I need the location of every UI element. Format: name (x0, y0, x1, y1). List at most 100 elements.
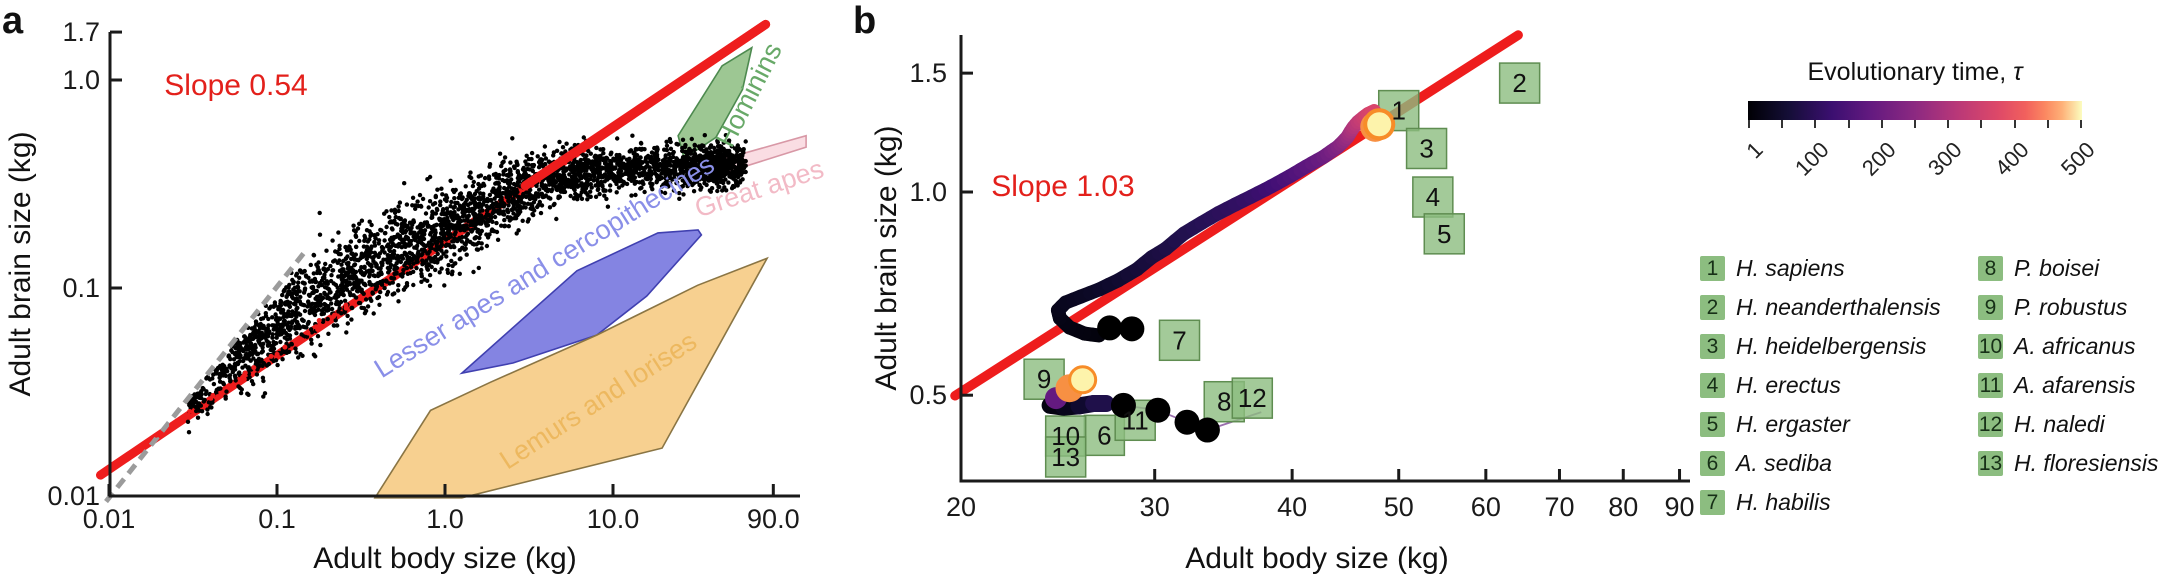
branch-end-yellow-circle (1068, 365, 1098, 395)
species-square-number-13: 13 (1051, 442, 1080, 472)
trajectory-dot (1097, 315, 1123, 341)
legend-number-box-10: 10 (1978, 334, 2003, 359)
legend-number-box-12: 12 (1978, 412, 2003, 437)
region-lesser_apes (459, 229, 703, 375)
colorbar-title-tau: τ (2013, 58, 2023, 86)
colorbar-tick (1947, 120, 1950, 128)
legend-row-2: 2 H. neanderthalensis (1700, 294, 1941, 320)
y-axis-title-b: Adult brain size (kg) (870, 125, 903, 390)
species-square-number-7: 7 (1172, 325, 1186, 355)
legend-row-1: 1 H. sapiens (1700, 255, 1941, 281)
x-tick-label-b: 90 (1665, 492, 1695, 522)
legend-row-8: 8 P. boisei (1978, 255, 2158, 281)
legend-species-name-12: H. naledi (2014, 411, 2105, 437)
legend-row-12: 12 H. naledi (1978, 411, 2158, 437)
colorbar-tick (1847, 120, 1850, 128)
legend-row-13: 13 H. floresiensis (1978, 450, 2159, 476)
branch-dot (1174, 409, 1200, 435)
colorbar-tick-label: 100 (1790, 137, 1835, 181)
colorbar-tick (1781, 120, 1784, 128)
legend-number-box-7: 7 (1700, 490, 1725, 515)
x-axis-title-a: Adult body size (kg) (313, 542, 576, 575)
y-axis-title-a: Adult brain size (kg) (4, 131, 37, 396)
species-square-number-9: 9 (1037, 364, 1051, 394)
x-tick-label-b: 30 (1140, 492, 1170, 522)
legend-species-name-8: P. boisei (2014, 255, 2100, 281)
legend-row-9: 9 P. robustus (1978, 294, 2158, 320)
species-legend-column-2: 8 P. boisei 9 P. robustus 10 A. africanus 11 A.… (1978, 255, 2159, 476)
panel-a-letter: a (2, 0, 24, 42)
colorbar-tick (1880, 120, 1883, 128)
species-square-5 (1423, 213, 1466, 255)
legend-row-6: 6 A. sediba (1700, 450, 1941, 476)
legend-species-name-6: A. sediba (1736, 450, 1832, 476)
x-tick-label-a: 90.0 (747, 504, 800, 534)
legend-species-name-13: H. floresiensis (2014, 450, 2159, 476)
species-square-12 (1231, 377, 1274, 419)
colorbar-tick (2013, 120, 2016, 128)
colorbar-tick-label: 400 (1989, 137, 2034, 181)
x-tick-label-b: 50 (1384, 492, 1414, 522)
legend-species-name-7: H. habilis (1736, 489, 1831, 515)
legend-number-box-8: 8 (1978, 256, 2003, 281)
legend-species-name-3: H. heidelbergensis (1736, 333, 1927, 359)
legend-row-5: 5 H. ergaster (1700, 411, 1941, 437)
trajectory-dot (1119, 316, 1145, 342)
legend-number-box-1: 1 (1700, 256, 1725, 281)
colorbar-tick-label: 300 (1923, 137, 1967, 181)
legend-species-name-11: A. afarensis (2014, 372, 2136, 398)
species-square-number-2: 2 (1512, 68, 1526, 98)
legend-species-name-10: A. africanus (2014, 333, 2136, 359)
species-square-number-4: 4 (1426, 182, 1440, 212)
y-tick-label-a: 0.1 (62, 273, 100, 303)
y-tick-label-a: 1.7 (62, 17, 100, 47)
panel-b-axes (959, 35, 1690, 483)
colorbar-tick-labels: 1 100 200 300 400 500 (1741, 129, 2099, 187)
colorbar-tick (1914, 120, 1916, 128)
colorbar-tick-label: 200 (1856, 137, 1901, 181)
x-tick-label-b: 20 (946, 492, 976, 522)
legend-number-box-3: 3 (1700, 334, 1725, 359)
species-square-number-5: 5 (1437, 219, 1451, 249)
panel-b-letter: b (853, 0, 877, 42)
x-tick-label-b: 80 (1608, 492, 1638, 522)
panel-a-axes (107, 30, 800, 498)
slope-annotation-a: Slope 0.54 (164, 69, 307, 102)
x-tick-label-b: 60 (1471, 492, 1501, 522)
legend-species-name-5: H. ergaster (1736, 411, 1850, 437)
colorbar-gradient (1748, 101, 2082, 120)
colorbar-title-text: Evolutionary time, (1807, 58, 2014, 86)
species-square-number-3: 3 (1419, 133, 1433, 163)
species-square-3 (1405, 127, 1448, 170)
colorbar-title: Evolutionary time, τ (1748, 58, 2082, 87)
legend-species-name-4: H. erectus (1736, 372, 1841, 398)
species-square-number-12: 12 (1238, 383, 1267, 413)
legend-number-box-5: 5 (1700, 412, 1725, 437)
species-square-7 (1158, 319, 1201, 362)
y-tick-label-a: 0.01 (47, 481, 100, 511)
legend-number-box-6: 6 (1700, 451, 1725, 476)
species-square-13 (1044, 436, 1087, 478)
x-axis-title-b: Adult body size (kg) (1185, 542, 1448, 575)
legend-row-10: 10 A. africanus (1978, 333, 2158, 359)
x-tick-label-a: 10.0 (587, 504, 640, 534)
species-squares (1023, 62, 1541, 478)
colorbar-tick (1748, 120, 1750, 128)
y-tick-label-b: 0.5 (909, 380, 947, 410)
legend-number-box-9: 9 (1978, 295, 2003, 320)
legend-row-3: 3 H. heidelbergensis (1700, 333, 1941, 359)
species-square-number-6: 6 (1097, 420, 1111, 450)
scatter-cloud (185, 133, 748, 435)
species-square-number-1: 1 (1391, 96, 1405, 126)
legend-number-box-2: 2 (1700, 295, 1725, 320)
main-end-yellow-circle (1363, 108, 1396, 141)
trajectory-main (1050, 104, 1382, 343)
legend-row-11: 11 A. afarensis (1978, 372, 2158, 398)
legend-row-4: 4 H. erectus (1700, 372, 1941, 398)
x-tick-label-a: 0.1 (258, 504, 296, 534)
y-tick-label-b: 1.0 (909, 177, 947, 207)
regression-line-a-overlay (520, 19, 771, 191)
